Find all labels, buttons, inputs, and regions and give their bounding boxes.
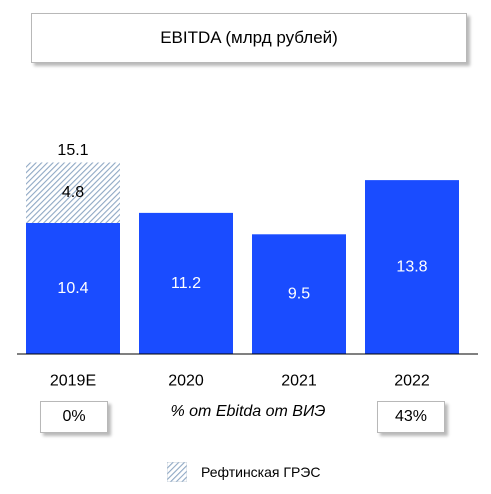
x-tick-2019e: 2019E <box>50 373 96 390</box>
bar-2022-series-1 <box>365 180 459 354</box>
data-label-2020-series-1: 11.2 <box>171 275 201 292</box>
percent-caption: % от Ebitda от ВИЭ <box>170 403 326 420</box>
percent-value-2022: 43% <box>394 408 428 425</box>
total-label-2019e: 15.1 <box>57 142 88 159</box>
bar-2019e-series-2 <box>26 162 120 223</box>
bar-2021-series-1 <box>252 234 346 354</box>
legend-label: Рефтинская ГРЭС <box>201 464 321 480</box>
chart-title-box: EBITDA (млрд рублей) <box>31 13 467 63</box>
legend: Рефтинская ГРЭС <box>167 462 320 482</box>
chart-title: EBITDA (млрд рублей) <box>160 28 338 47</box>
data-label-2021-series-1: 9.5 <box>288 286 310 303</box>
data-label-2019e-series-2: 4.8 <box>62 184 84 201</box>
data-label-2019e-series-1: 10.4 <box>57 280 88 297</box>
x-tick-2021: 2021 <box>281 373 317 390</box>
x-tick-2020: 2020 <box>168 373 204 390</box>
bar-2020-series-1 <box>139 212 233 354</box>
bar-2019e-series-1 <box>26 222 120 354</box>
percent-box-2022: 43% <box>377 401 445 433</box>
percent-box-2019: 0% <box>40 401 108 433</box>
percent-value-2019: 0% <box>62 408 86 425</box>
legend-swatch-hatch <box>167 462 187 482</box>
data-label-2022-series-1: 13.8 <box>396 259 427 276</box>
x-tick-2022: 2022 <box>394 373 430 390</box>
bar-chart: 10.4 4.8 15.1 2019E 11.2 2020 9.5 2021 13.8 2022 <box>17 142 478 390</box>
